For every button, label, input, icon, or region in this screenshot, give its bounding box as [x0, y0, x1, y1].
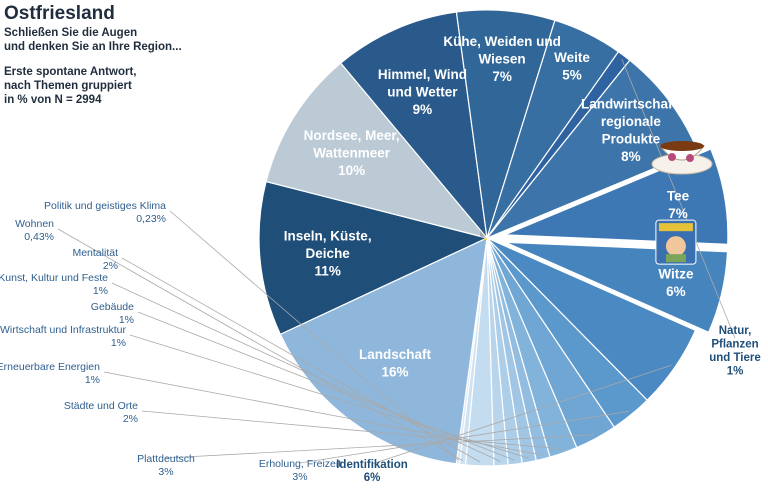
slice-name-label: Erholung, Freizeit: [259, 458, 341, 470]
slice-name-label: Wattenmeer: [313, 146, 391, 161]
slice-name-label: Pflanzen: [711, 339, 758, 351]
chart-subtitle-line-1: Schließen Sie die Augen: [4, 27, 138, 39]
slice-name-label: Weite: [554, 50, 590, 65]
slice-value-label: 1%: [111, 337, 126, 349]
slice-name-label: Kunst, Kultur und Feste: [0, 272, 108, 284]
leader-line: [129, 334, 529, 459]
slice-name-label: Wirtschaft und Infrastruktur: [0, 324, 126, 336]
slice-value-label: 7%: [492, 69, 512, 84]
slice-name-label: Himmel, Wind: [378, 67, 467, 82]
leader-line: [299, 410, 629, 464]
slice-value-label: 0,23%: [136, 213, 166, 225]
leader-line: [169, 210, 459, 461]
slice-name-label: Plattdeutsch: [137, 453, 195, 465]
chart-title: Ostfriesland: [4, 3, 115, 24]
slice-value-label: 10%: [338, 163, 365, 178]
slice-value-label: 11%: [315, 263, 341, 278]
slice-name-label: Nordsee, Meer,: [304, 128, 400, 143]
slice-value-label: 2%: [103, 260, 118, 272]
slice-value-label: 5%: [562, 68, 582, 83]
slice-value-label: 3%: [292, 471, 307, 483]
slice-name-label: Natur,: [719, 325, 752, 337]
slice-name-label: Deiche: [306, 246, 351, 261]
leader-line: [165, 434, 595, 459]
slice-value-label: 1%: [727, 366, 744, 378]
slice-value-label: 9%: [413, 102, 433, 117]
slice-name-label: Wohnen: [15, 218, 54, 230]
pie-slice-himmel-wind-und-wetter: [339, 11, 488, 240]
slice-value-label: 1%: [119, 314, 134, 326]
pie-slice-inseln-kuste-deiche: [258, 180, 489, 336]
leader-line: [621, 58, 736, 339]
slice-name-label: Tee: [667, 188, 690, 203]
leader-line: [103, 371, 543, 456]
slice-value-label: 6%: [364, 472, 381, 484]
pie-slice-nordsee-meer-wattenmeer: [265, 62, 489, 240]
slice-value-label: 6%: [666, 284, 686, 299]
joke-book-icon: [655, 219, 697, 265]
slice-name-label: Wiesen: [479, 52, 526, 67]
slice-name-label: Landwirtschaft,: [581, 97, 681, 112]
chart-note-line-1: Erste spontane Antwort,: [4, 66, 137, 78]
chart-note-line-3: in % von N = 2994: [4, 94, 102, 106]
slice-name-label: Städte und Orte: [64, 400, 138, 412]
leader-line: [137, 311, 515, 461]
slice-name-label: Identifikation: [336, 459, 408, 471]
chart-subtitle-line-2: und denken Sie an Ihre Region...: [4, 41, 182, 53]
slice-value-label: 7%: [668, 206, 688, 221]
teacup-icon: [651, 141, 713, 175]
slice-name-label: Landschaft: [359, 347, 432, 362]
slice-name-label: und Tiere: [709, 352, 761, 364]
leader-line: [111, 282, 501, 462]
slice-value-label: 16%: [382, 365, 409, 380]
slice-name-label: Erneuerbare Energien: [0, 361, 100, 373]
slice-name-label: regionale: [601, 114, 662, 129]
leader-line: [141, 410, 563, 450]
chart-note-line-2: nach Themen gruppiert: [4, 80, 132, 92]
slice-value-label: 2%: [123, 413, 138, 425]
slice-name-label: Mentalität: [72, 247, 118, 259]
slice-value-label: 0,43%: [24, 231, 54, 243]
slice-name-label: Inseln, Küste,: [284, 228, 372, 243]
leader-line: [371, 364, 672, 465]
slice-name-label: Politik und geistiges Klima: [44, 200, 166, 212]
slice-value-label: 1%: [93, 285, 108, 297]
slice-value-label: 1%: [85, 374, 100, 386]
leader-line: [121, 257, 481, 463]
slice-value-label: 3%: [158, 466, 173, 478]
slice-name-label: Produkte: [602, 132, 661, 147]
slice-name-label: Gebäude: [91, 301, 134, 313]
slice-name-label: Kühe, Weiden und: [443, 34, 561, 49]
leader-line: [57, 228, 464, 462]
slice-name-label: und Wetter: [387, 85, 458, 100]
slice-name-label: Witze: [658, 266, 694, 281]
slice-value-label: 8%: [621, 149, 641, 164]
